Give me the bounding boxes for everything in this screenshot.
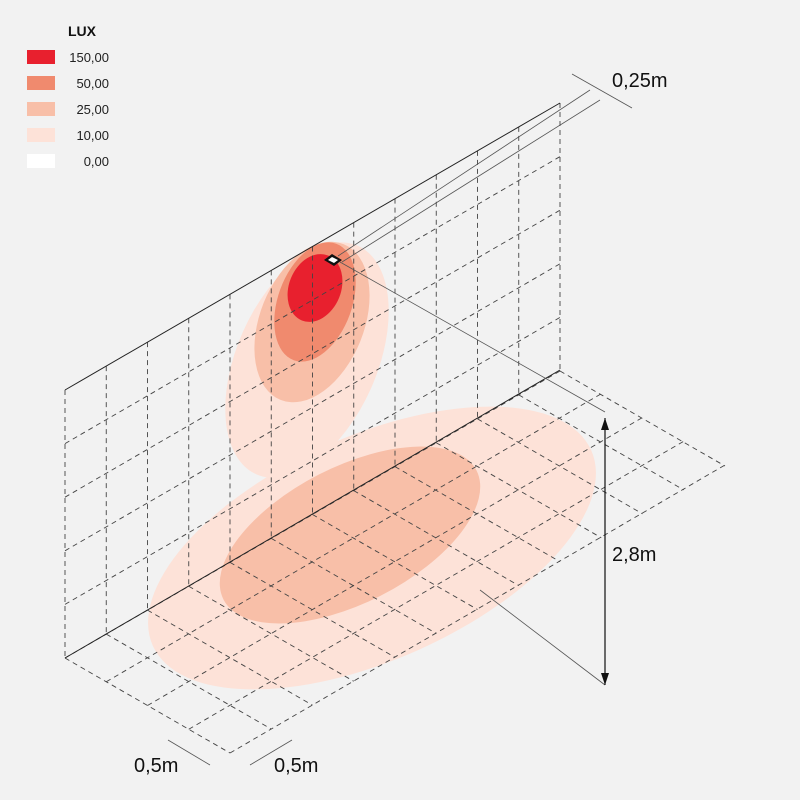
grid-line xyxy=(229,561,396,658)
leader xyxy=(337,89,591,257)
grid-line xyxy=(106,393,602,683)
dimension-line xyxy=(571,73,633,109)
grid-line xyxy=(188,440,684,730)
grid-line xyxy=(64,657,231,754)
legend-title: LUX xyxy=(68,23,97,39)
legend-swatch xyxy=(27,128,55,142)
light-distribution xyxy=(148,241,596,690)
grid-line xyxy=(188,585,354,682)
grid xyxy=(64,103,726,754)
leader xyxy=(341,99,601,263)
grid-line xyxy=(436,442,602,539)
grid-line xyxy=(229,464,726,754)
legend-swatch xyxy=(27,50,55,64)
grid-y-label: 0,5m xyxy=(274,755,318,777)
offset-label: 0,25m xyxy=(612,70,668,92)
grid-x-label: 0,5m xyxy=(134,755,178,777)
legend-label: 0,00 xyxy=(84,154,109,169)
legend-label: 150,00 xyxy=(69,50,109,65)
grid-line xyxy=(518,394,684,491)
leader xyxy=(479,589,606,686)
legend: 150,00 50,00 25,00 10,00 0,00 xyxy=(27,50,109,169)
height-label: 2,8m xyxy=(612,544,656,566)
grid-line xyxy=(559,370,726,467)
grid-line xyxy=(353,490,519,586)
grid-line xyxy=(477,418,643,515)
grid-line xyxy=(147,609,313,706)
luminaire-lens xyxy=(328,257,338,263)
legend-label: 10,00 xyxy=(76,128,109,143)
legend-swatch xyxy=(27,76,55,90)
grid-line xyxy=(106,633,272,730)
wall-bottom-edge xyxy=(64,369,561,659)
dimension-line xyxy=(167,739,211,766)
isolux-zone xyxy=(219,446,481,624)
wall-top-edge xyxy=(64,102,561,391)
isolux-zone xyxy=(287,254,343,322)
leader xyxy=(339,261,606,413)
grid-line xyxy=(394,466,561,563)
dimension-line xyxy=(249,739,293,766)
legend-label: 25,00 xyxy=(76,102,109,117)
legend-swatch xyxy=(27,154,55,168)
grid-line xyxy=(312,514,478,610)
legend-swatch xyxy=(27,102,55,116)
grid-line xyxy=(271,538,437,634)
legend-label: 50,00 xyxy=(76,76,109,91)
grid-line xyxy=(147,417,643,706)
